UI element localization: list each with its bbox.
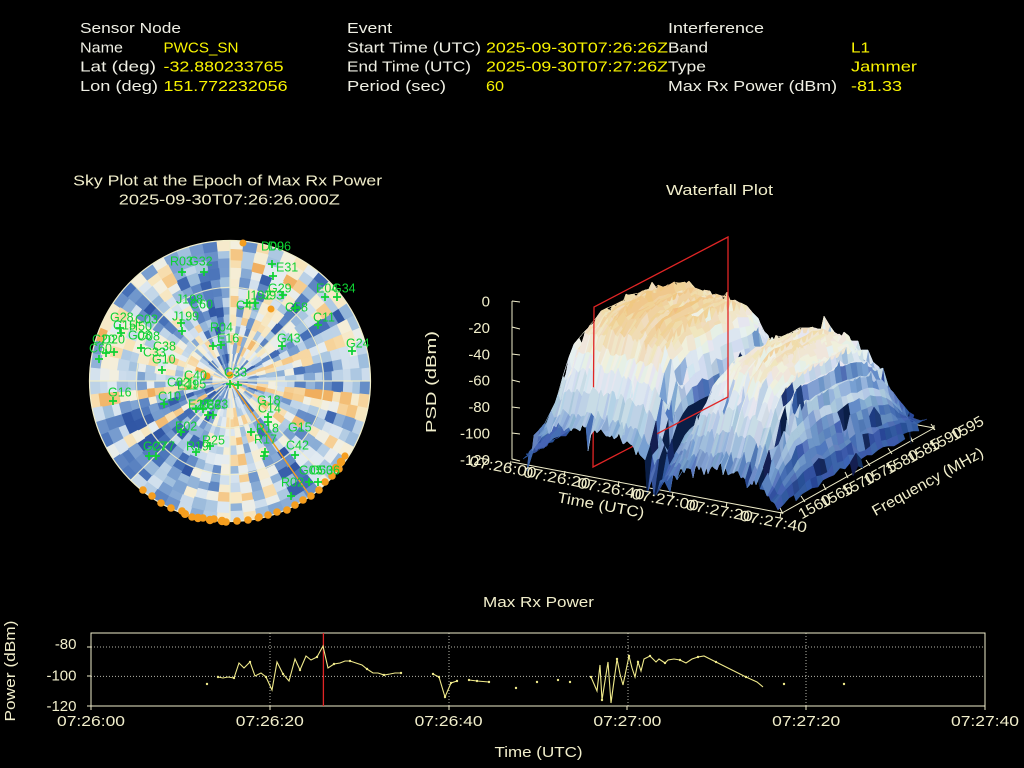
- svg-text:Interference: Interference: [668, 20, 764, 37]
- svg-text:-81.33: -81.33: [851, 78, 902, 95]
- svg-text:C15: C15: [113, 319, 136, 333]
- svg-text:-20: -20: [468, 320, 490, 337]
- svg-text:C03: C03: [135, 313, 158, 327]
- svg-text:I192: I192: [247, 289, 271, 303]
- svg-text:C20: C20: [92, 333, 115, 347]
- svg-text:-60: -60: [468, 373, 490, 390]
- svg-text:D09: D09: [261, 240, 284, 254]
- svg-text:07:27:00: 07:27:00: [593, 713, 661, 730]
- svg-text:07:26:20: 07:26:20: [236, 713, 304, 730]
- svg-text:G15: G15: [288, 421, 312, 435]
- svg-text:0: 0: [482, 294, 490, 311]
- svg-text:C60: C60: [190, 298, 213, 312]
- svg-text:R19: R19: [186, 440, 209, 454]
- svg-text:G32: G32: [189, 255, 213, 269]
- svg-text:PSD (dBm): PSD (dBm): [423, 331, 440, 433]
- svg-text:-100: -100: [460, 426, 490, 443]
- svg-text:J95: J95: [186, 378, 206, 392]
- svg-text:E16: E16: [217, 332, 239, 346]
- svg-text:R17: R17: [254, 433, 277, 447]
- svg-text:-120: -120: [460, 452, 490, 469]
- svg-text:Waterfall Plot: Waterfall Plot: [666, 182, 774, 199]
- svg-text:G08: G08: [128, 329, 152, 343]
- svg-text:C11: C11: [313, 311, 335, 325]
- svg-text:D06: D06: [268, 240, 291, 254]
- svg-text:C40: C40: [184, 369, 207, 383]
- svg-text:Lat (deg): Lat (deg): [80, 59, 156, 76]
- svg-text:07:27:40: 07:27:40: [951, 713, 1019, 730]
- svg-text:J198: J198: [176, 293, 203, 307]
- svg-text:Power (dBm): Power (dBm): [2, 621, 19, 722]
- svg-text:C14: C14: [258, 402, 281, 416]
- svg-text:07:26:40: 07:26:40: [415, 713, 483, 730]
- svg-text:R03: R03: [170, 255, 193, 269]
- svg-text:Sensor Node: Sensor Node: [80, 20, 181, 37]
- svg-text:G18: G18: [257, 394, 281, 408]
- svg-text:R18: R18: [256, 422, 279, 436]
- svg-text:Lon (deg): Lon (deg): [80, 78, 158, 95]
- svg-text:Band: Band: [668, 39, 708, 56]
- svg-text:R04: R04: [210, 321, 233, 335]
- svg-text:Max Rx Power (dBm): Max Rx Power (dBm): [668, 78, 837, 95]
- svg-text:J93: J93: [263, 289, 283, 303]
- svg-text:G27: G27: [143, 440, 167, 454]
- svg-text:Event: Event: [347, 20, 393, 37]
- svg-text:PWCS_SN: PWCS_SN: [164, 39, 239, 56]
- svg-text:-80: -80: [468, 399, 490, 416]
- svg-text:C50: C50: [310, 464, 333, 478]
- svg-text:07:26:00: 07:26:00: [57, 713, 125, 730]
- svg-text:D20: D20: [102, 333, 125, 347]
- svg-text:End Time (UTC): End Time (UTC): [347, 59, 471, 76]
- svg-text:G28: G28: [110, 311, 134, 325]
- svg-text:Sky Plot at the Epoch of Max R: Sky Plot at the Epoch of Max Rx Power: [73, 173, 382, 190]
- svg-text:J199: J199: [172, 310, 199, 324]
- svg-text:2025-09-30T07:26:26.000Z: 2025-09-30T07:26:26.000Z: [119, 192, 340, 209]
- svg-text:Jammer: Jammer: [851, 59, 917, 76]
- svg-text:C08: C08: [137, 330, 160, 344]
- svg-text:G24: G24: [346, 337, 370, 351]
- svg-text:-120: -120: [46, 698, 76, 715]
- svg-text:60: 60: [486, 78, 504, 95]
- svg-text:H50: H50: [129, 320, 152, 334]
- svg-text:-40: -40: [468, 346, 490, 363]
- svg-text:G05: G05: [299, 464, 323, 478]
- svg-text:C36: C36: [317, 464, 340, 478]
- svg-text:G29: G29: [268, 282, 292, 296]
- svg-text:E25: E25: [188, 398, 210, 412]
- svg-text:Time (UTC): Time (UTC): [495, 744, 583, 761]
- svg-text:-80: -80: [55, 636, 77, 653]
- svg-text:R02: R02: [281, 476, 304, 490]
- svg-text:C33: C33: [224, 366, 247, 380]
- svg-text:Max Rx Power: Max Rx Power: [483, 594, 594, 611]
- svg-text:-100: -100: [46, 668, 76, 685]
- svg-text:L1: L1: [851, 39, 870, 56]
- svg-text:C38: C38: [153, 340, 176, 354]
- svg-text:Period (sec): Period (sec): [347, 78, 446, 95]
- svg-text:07:27:20: 07:27:20: [772, 713, 840, 730]
- svg-text:C77: C77: [152, 440, 175, 454]
- svg-text:C33: C33: [143, 346, 166, 360]
- svg-text:-32.880233765: -32.880233765: [164, 59, 284, 76]
- svg-text:2025-09-30T07:26:26Z: 2025-09-30T07:26:26Z: [486, 39, 668, 56]
- svg-text:G34: G34: [332, 282, 356, 296]
- svg-text:151.772232056: 151.772232056: [164, 78, 288, 95]
- svg-text:C42: C42: [286, 439, 309, 453]
- svg-text:2025-09-30T07:27:26Z: 2025-09-30T07:27:26Z: [486, 59, 668, 76]
- svg-text:G16: G16: [108, 386, 132, 400]
- svg-text:E31: E31: [276, 261, 298, 275]
- svg-text:G10: G10: [152, 353, 176, 367]
- svg-text:E04: E04: [316, 282, 338, 296]
- svg-text:Start Time (UTC): Start Time (UTC): [347, 39, 481, 56]
- svg-text:C02: C02: [167, 376, 190, 390]
- svg-text:Type: Type: [668, 59, 706, 76]
- svg-text:R25: R25: [202, 434, 225, 448]
- svg-text:G43: G43: [277, 332, 301, 346]
- svg-text:E23: E23: [206, 398, 228, 412]
- svg-text:Name: Name: [80, 39, 123, 56]
- svg-text:E11: E11: [177, 379, 198, 393]
